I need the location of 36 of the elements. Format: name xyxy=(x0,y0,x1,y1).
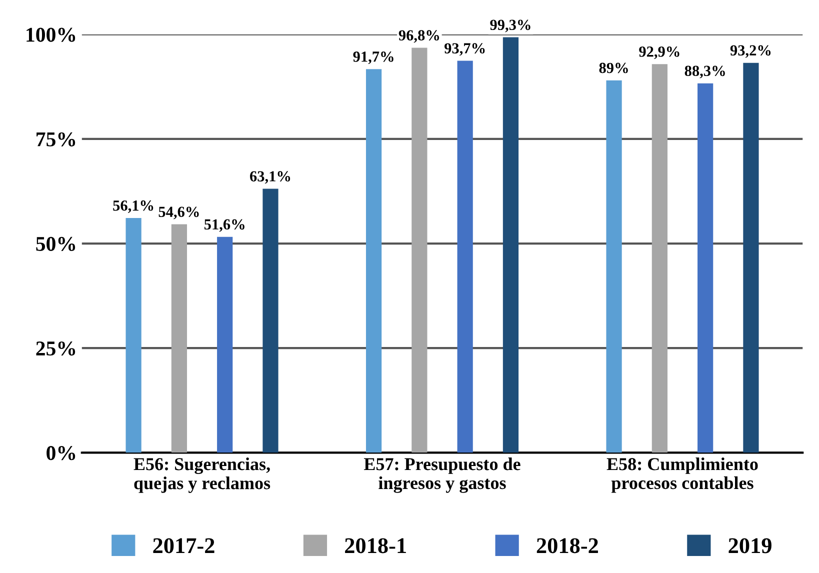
bar xyxy=(698,83,714,453)
y-tick-label: 75% xyxy=(36,132,76,146)
bar xyxy=(412,48,428,453)
data-label: 51,6% xyxy=(204,219,244,232)
data-label: 91,7% xyxy=(353,52,394,64)
legend-label: 2018-2 xyxy=(536,538,598,554)
data-label: 96,8% xyxy=(398,30,440,43)
y-tick-label: 0% xyxy=(46,446,76,460)
bar xyxy=(217,236,233,453)
bar xyxy=(171,224,188,453)
data-label: 88,3% xyxy=(684,66,725,78)
y-tick-label: 100% xyxy=(26,28,76,42)
data-label: 63,1% xyxy=(250,171,290,184)
y-tick-label: 25% xyxy=(36,341,76,356)
bar xyxy=(743,62,759,453)
data-label: 93,7% xyxy=(444,43,485,56)
data-label: 99,3% xyxy=(490,20,530,32)
legend-label: 2019 xyxy=(728,538,772,554)
x-tick-label: E56: Sugerencias, quejas y reclamos xyxy=(134,458,270,493)
bar xyxy=(262,188,278,453)
bar xyxy=(502,37,519,453)
bar xyxy=(652,64,668,453)
legend-label: 2018-1 xyxy=(345,538,406,554)
bar xyxy=(126,218,142,453)
y-tick-label: 50% xyxy=(36,236,76,252)
x-tick-label: E57: Presupuesto de ingresos y gastos xyxy=(364,458,520,493)
data-label: 54,6% xyxy=(158,206,199,220)
x-tick-label: E58: Cumplimiento procesos contables xyxy=(606,458,758,493)
legend-label: 2017-2 xyxy=(153,538,214,554)
data-label: 92,9% xyxy=(639,46,680,60)
data-label: 89% xyxy=(599,62,628,74)
bar xyxy=(457,60,473,453)
bar xyxy=(366,69,382,453)
data-label: 56,1% xyxy=(113,200,154,213)
bar xyxy=(606,80,622,453)
data-label: 93,2% xyxy=(730,45,771,58)
